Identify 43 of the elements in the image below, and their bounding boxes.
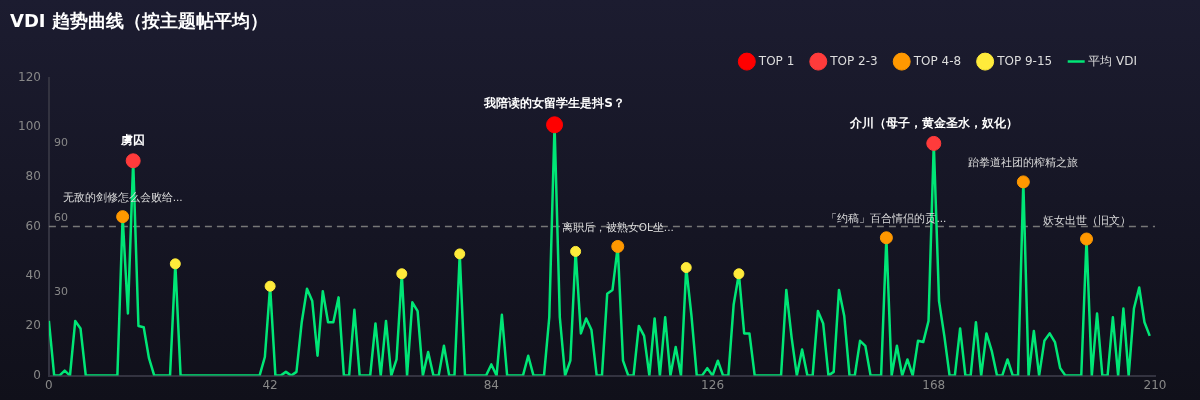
x-tick-label: 0 [45,377,53,392]
point [611,239,625,253]
point [879,231,893,245]
point [116,210,130,224]
annotation: 妖女出世（旧文） [1042,213,1131,226]
x-tick-label: 42 [262,377,278,392]
y-tick-label: 20 [25,318,41,333]
point [570,245,582,257]
x-tick-label: 84 [483,377,499,392]
annotation: 介川（母子，黄金圣水，奴化） [848,115,1018,130]
annotation: 跆拳道社团的榨精之旅 [968,156,1079,169]
point [1080,232,1094,246]
x-tick-label: 168 [922,377,946,392]
annotation: 我陪读的女留学生是抖S？ [483,95,625,110]
point [169,258,181,270]
legend-label: TOP 1 [757,53,795,68]
x-tick-label: 126 [701,377,725,392]
annotation: 30 [53,285,68,299]
point [926,135,942,151]
annotation: 离职后，被熟女OL坐... [561,220,674,233]
y-tick-label: 40 [25,268,41,283]
ref-line-label: 60 [53,210,68,224]
point [680,262,692,274]
y-tick-label: 0 [33,367,41,382]
point [125,153,141,169]
point [264,280,276,292]
y-tick-label: 120 [18,69,41,84]
y-tick-label: 60 [25,218,41,233]
point [454,248,466,260]
point [733,268,745,280]
chart-title: VDI 趋势曲线（按主题帖平均） [10,10,268,32]
legend-label: TOP 9-15 [996,53,1053,68]
y-tick-label: 80 [25,169,41,184]
legend-label: 平均 VDI [1088,53,1138,68]
x-tick-label: 210 [1143,377,1167,392]
legend-label: TOP 2-3 [829,53,878,68]
point [1016,175,1030,189]
point [396,268,408,280]
legend-label: TOP 4-8 [912,53,962,68]
point [546,116,564,134]
y-tick-label: 100 [18,119,41,134]
annotation: 90 [53,136,68,150]
annotation: 虜囚 [120,132,146,147]
